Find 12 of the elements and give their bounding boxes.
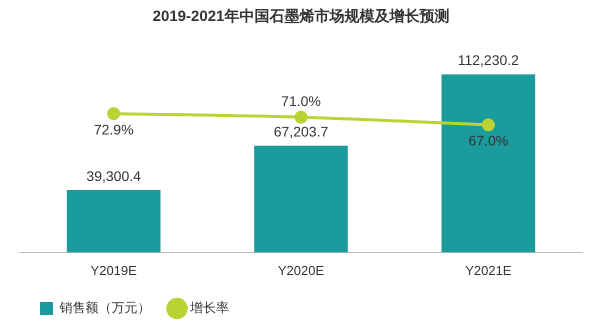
data-label: 67.0% <box>468 132 508 149</box>
data-label: 67,203.7 <box>274 124 328 140</box>
data-label: 112,230.2 <box>458 52 520 68</box>
legend-label: 销售额（万元） <box>58 300 150 316</box>
x-tick-label: Y2020E <box>278 262 324 278</box>
x-tick-label: Y2021E <box>465 262 512 278</box>
legend-label: 增长率 <box>189 300 229 316</box>
chart-title: 2019-2021年中国石墨烯市场规模及增长预测 <box>152 7 450 26</box>
data-label: 71.0% <box>281 93 321 110</box>
x-tick-label: Y2019E <box>90 262 138 278</box>
data-label: 39,300.4 <box>86 168 142 184</box>
data-label: 72.9% <box>94 121 134 138</box>
